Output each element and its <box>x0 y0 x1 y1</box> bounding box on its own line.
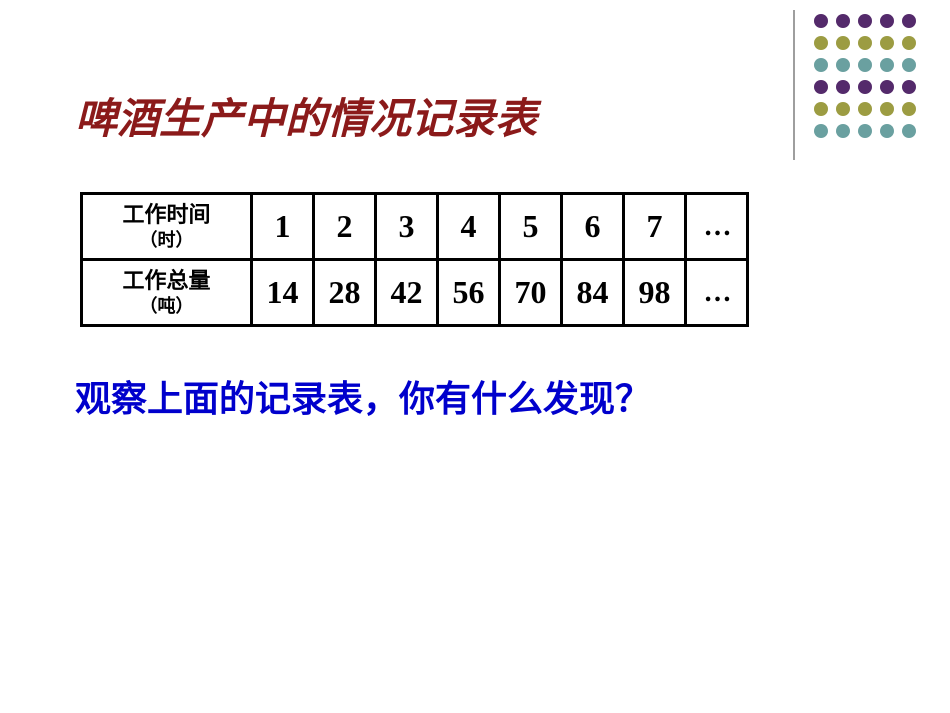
decoration-dot <box>880 14 894 28</box>
decoration-dot <box>814 58 828 72</box>
decoration-dot <box>902 58 916 72</box>
decoration-dot <box>880 80 894 94</box>
decoration-dot <box>880 36 894 50</box>
decoration-dot <box>902 14 916 28</box>
decoration-dot <box>858 14 872 28</box>
decoration-dot <box>880 102 894 116</box>
decoration-dot <box>858 58 872 72</box>
decoration-dot <box>902 124 916 138</box>
row-header: 工作总量（吨） <box>82 260 252 326</box>
decoration-dot <box>836 102 850 116</box>
data-cell: 98 <box>624 260 686 326</box>
table-row: 工作时间（时）1234567… <box>82 194 748 260</box>
row-unit: （时） <box>83 229 250 252</box>
data-cell: 5 <box>500 194 562 260</box>
decoration-dot <box>836 80 850 94</box>
data-cell: 28 <box>314 260 376 326</box>
row-label: 工作总量 <box>122 268 210 293</box>
decoration-dot <box>814 80 828 94</box>
vertical-divider <box>793 10 795 160</box>
decoration-dot <box>814 124 828 138</box>
decoration-dot <box>814 102 828 116</box>
data-cell: 2 <box>314 194 376 260</box>
data-cell: 1 <box>252 194 314 260</box>
data-table-container: 工作时间（时）1234567…工作总量（吨）14284256708498… <box>80 192 749 327</box>
decoration-dot <box>902 36 916 50</box>
decoration-dot <box>880 124 894 138</box>
page-title: 啤酒生产中的情况记录表 <box>75 85 537 146</box>
data-cell: 56 <box>438 260 500 326</box>
data-cell: 7 <box>624 194 686 260</box>
decoration-dot <box>814 14 828 28</box>
question-text: 观察上面的记录表，你有什么发现？ <box>75 370 651 422</box>
decoration-dot <box>836 14 850 28</box>
row-unit: （吨） <box>83 295 250 318</box>
row-header: 工作时间（时） <box>82 194 252 260</box>
decoration-dot <box>858 36 872 50</box>
data-cell: 42 <box>376 260 438 326</box>
data-table: 工作时间（时）1234567…工作总量（吨）14284256708498… <box>80 192 749 327</box>
data-cell: 6 <box>562 194 624 260</box>
decoration-dot <box>836 58 850 72</box>
decoration-dot <box>880 58 894 72</box>
data-cell: 14 <box>252 260 314 326</box>
decoration-dot <box>902 80 916 94</box>
decoration-dot <box>858 80 872 94</box>
decoration-dot <box>814 36 828 50</box>
decoration-dot <box>858 102 872 116</box>
decoration-dot <box>902 102 916 116</box>
dot-decoration <box>810 10 920 142</box>
table-row: 工作总量（吨）14284256708498… <box>82 260 748 326</box>
decoration-dot <box>836 36 850 50</box>
decoration-dot <box>836 124 850 138</box>
data-cell: 3 <box>376 194 438 260</box>
data-cell: 84 <box>562 260 624 326</box>
row-label: 工作时间 <box>122 202 210 227</box>
data-cell: 70 <box>500 260 562 326</box>
decoration-dot <box>858 124 872 138</box>
ellipsis-cell: … <box>686 260 748 326</box>
data-cell: 4 <box>438 194 500 260</box>
ellipsis-cell: … <box>686 194 748 260</box>
